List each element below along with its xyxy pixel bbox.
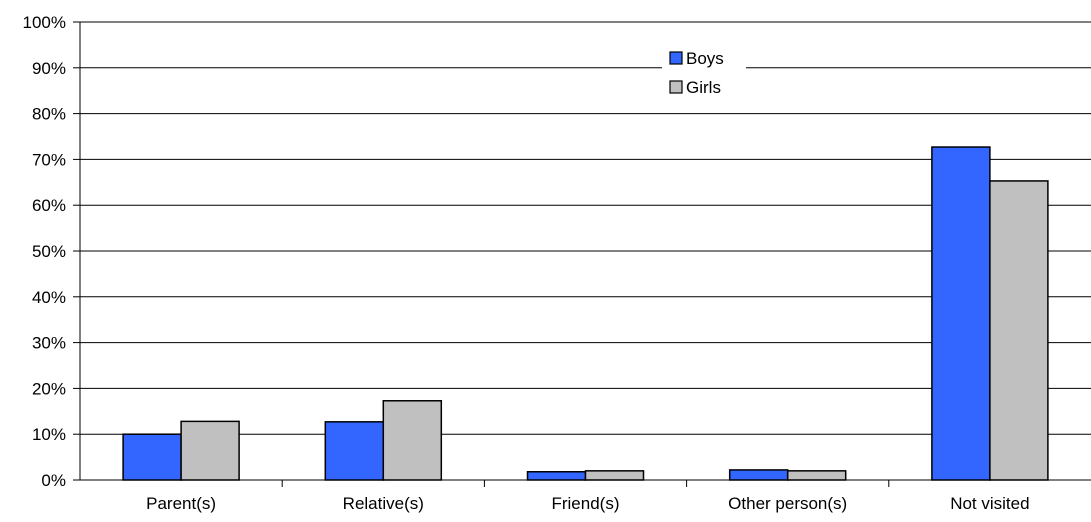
y-tick-label: 100%: [23, 13, 66, 32]
y-tick-label: 90%: [32, 59, 66, 78]
x-axis-ticks: Parent(s) Relative(s) Friend(s) Other perso…: [146, 480, 1030, 513]
bar-girls-4: [989, 180, 1049, 481]
x-category-label: Friend(s): [551, 494, 619, 513]
x-category-label: Not visited: [950, 494, 1029, 513]
gridlines: [80, 21, 1091, 435]
legend-label-boys: Boys: [686, 49, 724, 68]
y-tick-label: 10%: [32, 425, 66, 444]
bar-girls-2: [584, 470, 645, 481]
bar-girls-3: [786, 470, 847, 481]
legend-swatch-girls: [669, 80, 683, 94]
bar-boys-4: [931, 146, 991, 481]
bar-boys-1: [324, 421, 385, 481]
y-tick-label: 50%: [32, 242, 66, 261]
x-category-label: Relative(s): [343, 494, 424, 513]
axes: [79, 22, 1091, 481]
bars: [122, 146, 1049, 481]
bar-boys-2: [526, 471, 587, 481]
y-axis-ticks: 0% 10% 20% 30% 40% 50% 60% 70% 80% 90% 100%: [23, 13, 80, 490]
bar-boys-3: [728, 469, 789, 481]
y-tick-label: 0%: [41, 471, 66, 490]
y-tick-label: 30%: [32, 334, 66, 353]
y-tick-label: 60%: [32, 196, 66, 215]
y-tick-label: 40%: [32, 288, 66, 307]
legend-label-girls: Girls: [686, 78, 721, 97]
bar-girls-1: [382, 400, 443, 481]
legend: Boys Girls: [662, 46, 746, 108]
bar-girls-0: [180, 420, 240, 481]
bar-boys-0: [122, 433, 182, 481]
legend-swatch-boys: [669, 51, 683, 65]
y-tick-label: 70%: [32, 150, 66, 169]
x-category-label: Parent(s): [146, 494, 216, 513]
y-tick-label: 80%: [32, 105, 66, 124]
x-category-label: Other person(s): [728, 494, 847, 513]
y-tick-label: 20%: [32, 379, 66, 398]
